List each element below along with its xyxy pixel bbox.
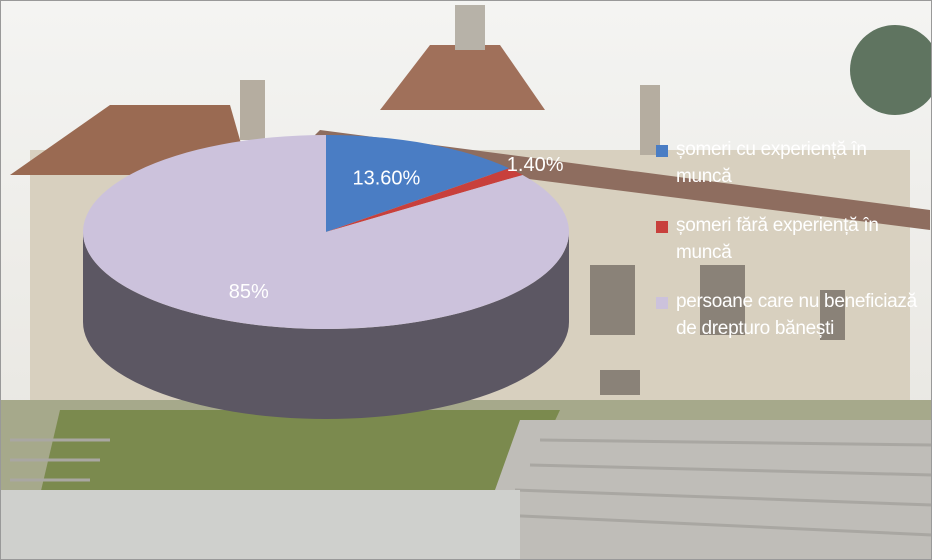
slice: [82, 134, 569, 329]
legend: șomeri cu experiență în muncă șomeri fără…: [656, 136, 918, 364]
legend-label: persoane care nu beneficiază de drepturo…: [676, 291, 917, 339]
data-label: 1.40%: [507, 154, 564, 176]
slice: [326, 168, 523, 232]
legend-item: șomeri cu experiență în muncă: [656, 136, 918, 190]
legend-swatch: [656, 297, 668, 309]
data-label: 13.60%: [352, 167, 420, 189]
legend-swatch: [656, 221, 668, 233]
legend-item: șomeri fără experiență în muncă: [656, 212, 918, 266]
legend-item: persoane care nu beneficiază de drepturo…: [656, 288, 918, 342]
data-label: 85%: [229, 281, 269, 303]
slice: [326, 135, 510, 232]
legend-swatch: [656, 145, 668, 157]
slice-side: [83, 232, 569, 419]
pie: 13.60% 1.40% 85%: [82, 134, 569, 419]
legend-label: șomeri cu experiență în muncă: [676, 139, 867, 187]
legend-label: șomeri fără experiență în muncă: [676, 215, 879, 263]
